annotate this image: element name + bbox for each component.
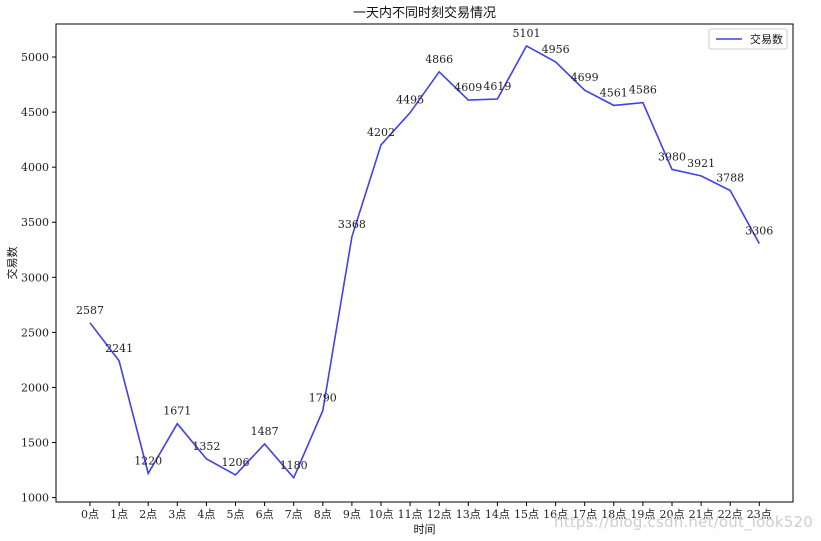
- x-tick-label: 13点: [456, 508, 481, 521]
- data-label: 1671: [163, 405, 191, 418]
- x-tick-label: 0点: [81, 508, 99, 521]
- legend-box: [708, 28, 788, 50]
- data-label: 4699: [571, 71, 599, 84]
- x-tick-label: 9点: [343, 508, 361, 521]
- data-label: 4561: [600, 86, 628, 99]
- x-tick-label: 1点: [110, 508, 128, 521]
- data-label: 2587: [76, 304, 104, 317]
- data-label: 4866: [425, 53, 453, 66]
- data-label: 5101: [513, 27, 541, 40]
- data-label: 4495: [396, 94, 424, 107]
- y-tick-label: 3500: [21, 216, 49, 229]
- y-tick-label: 3000: [21, 271, 49, 284]
- data-label: 1487: [251, 425, 279, 438]
- legend-label: 交易数: [750, 32, 783, 46]
- y-tick-label: 2000: [21, 381, 49, 394]
- legend: 交易数: [708, 28, 788, 50]
- data-label: 4609: [454, 81, 482, 94]
- x-tick-label: 10点: [369, 508, 394, 521]
- y-tick-label: 4000: [21, 161, 49, 174]
- x-tick-label: 19点: [630, 508, 655, 521]
- y-tick-label: 5000: [21, 51, 49, 64]
- x-tick-label: 23点: [747, 508, 772, 521]
- x-axis-label: 时间: [414, 523, 436, 536]
- x-tick-label: 6点: [256, 508, 274, 521]
- x-tick-label: 5点: [227, 508, 245, 521]
- data-label: 1220: [134, 454, 162, 467]
- series-line: [89, 44, 761, 480]
- x-tick-label: 20点: [660, 508, 685, 521]
- data-label: 1206: [222, 456, 250, 469]
- data-label: 3306: [745, 225, 773, 238]
- x-tick-label: 22点: [718, 508, 743, 521]
- data-label: 4586: [629, 84, 657, 97]
- x-tick-label: 16点: [543, 508, 568, 521]
- plot-area: 1000 1500 2000 2500 3000 3500 4000 4500 5000 0点 1点…: [21, 23, 794, 521]
- x-tick-label: 7点: [285, 508, 303, 521]
- x-tick-label: 12点: [427, 508, 452, 521]
- y-axis-label: 交易数: [5, 247, 19, 280]
- y-tick-label: 1000: [21, 492, 49, 505]
- data-label: 3788: [716, 172, 744, 185]
- plot-frame: [55, 23, 794, 503]
- chart-title: 一天内不同时刻交易情况: [353, 5, 496, 21]
- x-tick-label: 15点: [514, 508, 539, 521]
- y-tick-label: 2500: [21, 326, 49, 339]
- data-label: 1180: [280, 459, 308, 472]
- x-tick-label: 11点: [398, 508, 423, 521]
- x-tick-label: 2点: [139, 508, 157, 521]
- x-tick-label: 14点: [485, 508, 510, 521]
- data-label: 3980: [658, 150, 686, 163]
- x-tick-label: 3点: [168, 508, 186, 521]
- x-tick-label: 21点: [689, 508, 714, 521]
- data-label: 1790: [309, 392, 337, 405]
- x-tick-label: 4点: [197, 508, 215, 521]
- y-tick-label: 4500: [21, 106, 49, 119]
- watermark: https://blog.csdn.net/out_look520: [554, 513, 813, 531]
- data-label: 4202: [367, 126, 395, 139]
- data-label: 4956: [542, 43, 570, 56]
- data-label: 1352: [192, 440, 220, 453]
- x-tick-label: 8点: [314, 508, 332, 521]
- data-label: 3368: [338, 218, 366, 231]
- data-label: 3921: [687, 157, 715, 170]
- x-tick-label: 17点: [572, 508, 597, 521]
- data-label: 2241: [105, 342, 133, 355]
- data-label: 4619: [483, 80, 511, 93]
- y-tick-label: 1500: [21, 437, 49, 450]
- x-tick-label: 18点: [601, 508, 626, 521]
